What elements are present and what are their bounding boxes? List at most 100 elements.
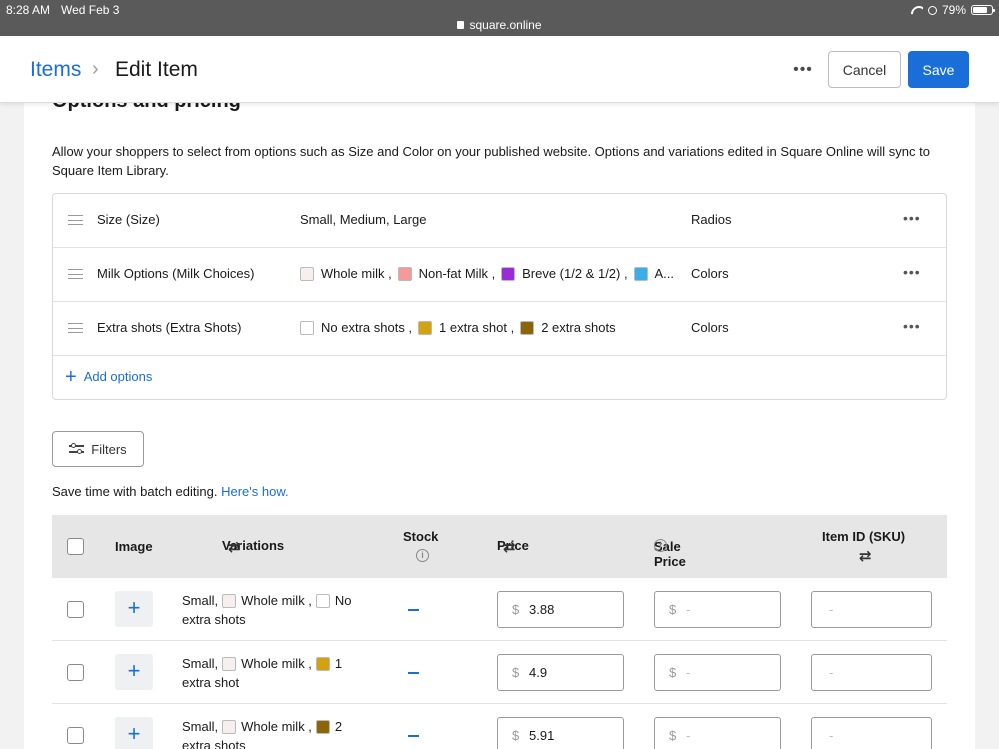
option-value-label: Breve (1/2 & 1/2) , — [522, 266, 628, 281]
add-options-link[interactable]: + Add options — [65, 367, 153, 387]
variation-shot-count: 2 — [334, 719, 343, 734]
variation-shot-count: No — [334, 593, 352, 608]
stock-dash[interactable] — [408, 609, 419, 611]
table-row: + Small, Whole milk , 1 extra shot $4.9 $ - … — [52, 641, 947, 704]
drag-handle-icon[interactable] — [68, 215, 83, 225]
option-row-extra-shots[interactable]: Extra shots (Extra Shots) No extra shots… — [53, 302, 946, 356]
color-swatch — [315, 719, 330, 734]
sale-price-input[interactable]: $ - — [654, 591, 781, 628]
batch-editing-hint: Save time with batch editing. Here's how… — [52, 484, 289, 499]
add-options-label: Add options — [83, 369, 153, 384]
sku-placeholder: - — [829, 728, 834, 743]
sort-icon: ⇄ — [228, 539, 241, 556]
option-value-label: 1 extra shot , — [439, 320, 515, 335]
option-more-button[interactable]: ••• — [903, 318, 921, 334]
option-values: Small, Medium, Large — [300, 212, 427, 227]
color-swatch — [222, 719, 237, 734]
header-image: Image — [115, 539, 153, 554]
option-row-size[interactable]: Size (Size) Small, Medium, Large Radios … — [53, 194, 946, 248]
add-image-button[interactable]: + — [115, 591, 153, 627]
price-input[interactable]: $4.9 — [497, 654, 624, 691]
add-image-button[interactable]: + — [115, 717, 153, 749]
sku-placeholder: - — [829, 602, 834, 617]
sale-price-placeholder: - — [686, 728, 691, 743]
row-checkbox[interactable] — [67, 664, 84, 681]
sort-icon[interactable]: ⇄ — [859, 548, 872, 565]
option-more-button[interactable]: ••• — [903, 210, 921, 226]
header-stock: Stock — [403, 529, 439, 544]
options-pricing-card: Options and pricing Allow your shoppers … — [24, 90, 975, 749]
variation-shot-count: 1 — [334, 656, 343, 671]
option-values: Whole milk , Non-fat Milk , Breve (1/2 &… — [300, 266, 680, 281]
variation-shot-label: extra shots — [182, 738, 246, 749]
variation-description: Small, Whole milk , No extra shots — [182, 591, 382, 629]
stock-dash[interactable] — [408, 672, 419, 674]
option-name: Extra shots (Extra Shots) — [97, 320, 242, 335]
drag-handle-icon[interactable] — [68, 323, 83, 333]
sale-price-input[interactable]: $ - — [654, 654, 781, 691]
option-name: Milk Options (Milk Choices) — [97, 266, 255, 281]
header-variations-label: Variations — [222, 538, 285, 553]
sku-placeholder: - — [829, 665, 834, 680]
filters-label: Filters — [91, 441, 127, 457]
option-type: Colors — [691, 320, 729, 335]
section-intro: Allow your shoppers to select from optio… — [52, 144, 930, 178]
address-bar[interactable]: square.online — [0, 18, 999, 32]
sale-price-input[interactable]: $ - — [654, 717, 781, 749]
row-checkbox[interactable] — [67, 601, 84, 618]
color-swatch — [300, 320, 314, 335]
variation-size: Small, — [182, 656, 219, 671]
price-input[interactable]: $5.91 — [497, 717, 624, 749]
price-input[interactable]: $3.88 — [497, 591, 624, 628]
option-value-label: 2 extra shots — [541, 320, 616, 335]
sku-input[interactable]: - — [811, 717, 932, 749]
info-icon[interactable]: i — [654, 539, 667, 552]
status-bar: 8:28 AM Wed Feb 3 square.online 79% — [0, 0, 999, 36]
sale-price-placeholder: - — [686, 665, 691, 680]
variation-shot-label: extra shot — [182, 675, 240, 690]
add-image-button[interactable]: + — [115, 654, 153, 690]
sku-input[interactable]: - — [811, 654, 932, 691]
option-more-button[interactable]: ••• — [903, 264, 921, 280]
variation-milk: Whole milk , — [241, 656, 312, 671]
variation-description: Small, Whole milk , 1 extra shot — [182, 654, 382, 692]
variation-milk: Whole milk , — [241, 719, 312, 734]
variation-description: Small, Whole milk , 2 extra shots — [182, 717, 382, 749]
select-all-checkbox[interactable] — [67, 538, 84, 555]
status-date: Wed Feb 3 — [61, 3, 120, 17]
wifi-icon — [911, 6, 923, 15]
drag-handle-icon[interactable] — [68, 269, 83, 279]
option-value-label: Whole milk , — [320, 266, 392, 281]
table-row: + Small, Whole milk , 2 extra shots $5.91 $… — [52, 704, 947, 749]
chevron-right-icon: › — [92, 58, 99, 80]
sale-price-placeholder: - — [686, 602, 691, 617]
price-value: 5.91 — [529, 728, 555, 743]
sliders-icon — [69, 443, 85, 455]
stock-dash[interactable] — [408, 735, 419, 737]
filters-button[interactable]: Filters — [52, 431, 144, 467]
header-sku: Item ID (SKU) — [822, 529, 906, 544]
save-button[interactable]: Save — [908, 51, 969, 88]
variations-table: Image Variations ⇄ Stock i Price ⇄ Sale Pr… — [52, 515, 947, 749]
row-checkbox[interactable] — [67, 727, 84, 744]
color-swatch — [520, 320, 535, 335]
option-row-milk[interactable]: Milk Options (Milk Choices) Whole milk ,… — [53, 248, 946, 302]
option-values: No extra shots , 1 extra shot , 2 extra … — [300, 320, 680, 335]
option-name: Size (Size) — [97, 212, 160, 227]
sku-input[interactable]: - — [811, 591, 932, 628]
page-title: Edit Item — [115, 58, 198, 81]
batch-help-link[interactable]: Here's how. — [221, 484, 289, 499]
more-actions-button[interactable]: ••• — [793, 61, 813, 78]
option-value-label: A... — [654, 266, 675, 281]
currency-symbol: $ — [512, 602, 520, 617]
breadcrumb-items-link[interactable]: Items — [30, 58, 82, 81]
price-value: 4.9 — [529, 665, 548, 680]
color-swatch — [633, 266, 648, 281]
table-header: Image Variations ⇄ Stock i Price ⇄ Sale Pr… — [52, 515, 947, 578]
info-icon[interactable]: i — [416, 549, 429, 562]
battery-icon — [971, 5, 995, 15]
currency-symbol: $ — [512, 728, 520, 743]
color-swatch — [222, 593, 237, 608]
cancel-button[interactable]: Cancel — [828, 51, 901, 88]
option-value-label: No extra shots , — [321, 320, 413, 335]
